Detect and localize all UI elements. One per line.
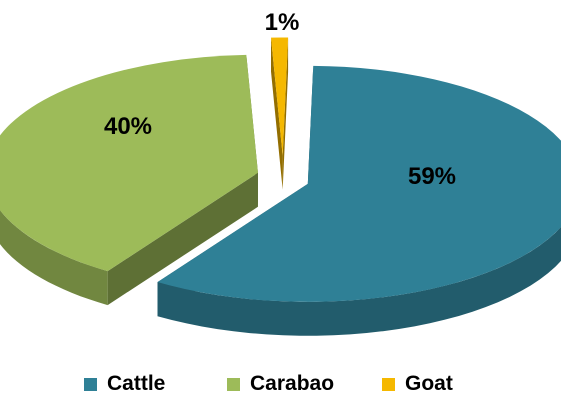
pie-slice-cattle-top xyxy=(157,65,561,302)
data-label-cattle: 59% xyxy=(408,163,456,190)
legend-label-carabao: Carabao xyxy=(250,372,335,395)
pie-slice-carabao xyxy=(0,54,258,306)
pie-slice-carabao-top xyxy=(0,54,258,272)
legend-label-goat: Goat xyxy=(405,372,453,395)
pie-slice-cattle-side xyxy=(157,226,561,336)
pie-slice-goat-top xyxy=(271,37,289,156)
legend-item-goat: Goat xyxy=(382,372,453,396)
legend-swatch-carabao xyxy=(227,377,240,391)
legend: Cattle Carabao Goat xyxy=(0,372,561,400)
legend-item-carabao: Carabao xyxy=(227,372,334,396)
pie-slice-goat xyxy=(271,37,289,190)
pie-slice-goat-wall-end xyxy=(282,37,289,190)
legend-item-cattle: Cattle xyxy=(84,372,165,396)
pie-slice-carabao-wall-start xyxy=(107,172,258,306)
data-label-goat: 1% xyxy=(265,9,300,36)
legend-label-cattle: Cattle xyxy=(107,372,166,395)
pie-slice-carabao-side xyxy=(0,210,108,306)
legend-swatch-goat xyxy=(382,377,395,391)
data-label-carabao: 40% xyxy=(104,113,152,140)
legend-swatch-cattle xyxy=(84,377,97,391)
pie-slice-cattle xyxy=(157,65,561,336)
pie-chart: 59% 40% 1% xyxy=(0,9,561,336)
pie-slice-goat-wall-start xyxy=(271,37,283,190)
